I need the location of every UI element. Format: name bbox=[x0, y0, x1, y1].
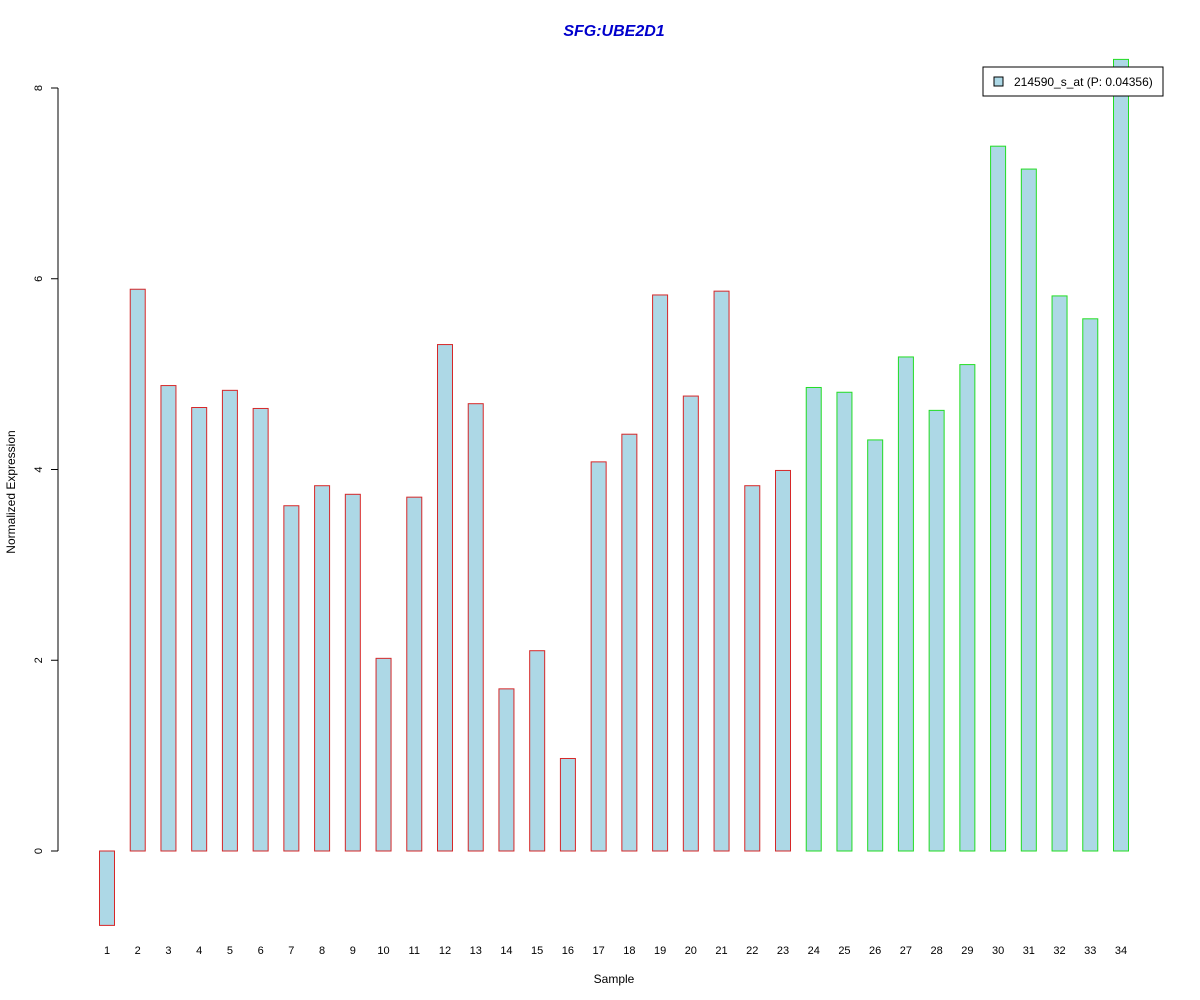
bar-sample-34 bbox=[1113, 58, 1129, 852]
x-tick-label: 11 bbox=[409, 945, 420, 957]
x-tick-label: 28 bbox=[931, 945, 943, 957]
x-tick-label: 33 bbox=[1084, 945, 1096, 957]
x-tick-label: 13 bbox=[470, 945, 482, 957]
bar-sample-31 bbox=[1020, 168, 1037, 852]
bar-sample-19 bbox=[652, 294, 669, 852]
x-axis-label: Sample bbox=[594, 972, 635, 986]
x-tick-label: 3 bbox=[165, 945, 171, 957]
bar-sample-10 bbox=[375, 657, 392, 852]
legend: 214590_s_at (P: 0.04356) bbox=[982, 66, 1164, 97]
x-tick-label: 15 bbox=[531, 945, 543, 957]
x-tick-labels: 1 2 3 4 5 6 7 8 9 10 11 12 13 14 15 16 17 18 19 20 21 22 23 24 2… bbox=[104, 945, 1127, 957]
bar-sample-25 bbox=[836, 391, 853, 852]
bar-sample-5 bbox=[221, 389, 238, 852]
y-tick-label: 8 bbox=[33, 85, 45, 91]
bar-sample-32 bbox=[1051, 295, 1068, 852]
bar-sample-30 bbox=[990, 145, 1007, 852]
x-tick-label: 1 bbox=[104, 945, 110, 957]
bar-sample-9 bbox=[344, 493, 361, 852]
bar-sample-1 bbox=[99, 850, 115, 926]
bar-sample-2 bbox=[129, 288, 146, 852]
y-axis-label: Normalized Expression bbox=[4, 430, 18, 553]
legend-swatch bbox=[993, 76, 1004, 87]
x-tick-label: 10 bbox=[377, 945, 389, 957]
x-tick-label: 29 bbox=[961, 945, 973, 957]
x-tick-label: 8 bbox=[319, 945, 325, 957]
chart-title: SFG:UBE2D1 bbox=[563, 23, 664, 40]
x-tick-label: 20 bbox=[685, 945, 697, 957]
bar-sample-4 bbox=[191, 407, 208, 852]
bars-group bbox=[99, 58, 1129, 926]
bar-sample-24 bbox=[805, 386, 822, 852]
x-tick-label: 17 bbox=[593, 945, 605, 957]
bar-sample-6 bbox=[252, 407, 269, 852]
x-tick-label: 25 bbox=[838, 945, 850, 957]
bar-sample-13 bbox=[467, 403, 484, 852]
bar-sample-27 bbox=[897, 356, 914, 852]
y-tick-label: 6 bbox=[33, 276, 45, 282]
bar-sample-7 bbox=[283, 505, 300, 852]
x-tick-label: 6 bbox=[258, 945, 264, 957]
bar-sample-12 bbox=[437, 344, 453, 852]
y-tick-label: 4 bbox=[33, 466, 45, 472]
x-tick-label: 4 bbox=[196, 945, 202, 957]
bar-sample-33 bbox=[1082, 318, 1099, 852]
legend-label: 214590_s_at (P: 0.04356) bbox=[1014, 75, 1153, 89]
x-tick-label: 5 bbox=[227, 945, 233, 957]
bar-sample-8 bbox=[314, 485, 331, 852]
x-tick-label: 22 bbox=[746, 945, 758, 957]
x-tick-label: 19 bbox=[654, 945, 666, 957]
x-tick-label: 23 bbox=[777, 945, 789, 957]
y-tick-label: 2 bbox=[33, 657, 45, 663]
x-tick-label: 27 bbox=[900, 945, 912, 957]
bar-sample-26 bbox=[867, 439, 884, 852]
bar-sample-11 bbox=[406, 496, 423, 852]
x-tick-label: 7 bbox=[288, 945, 294, 957]
bar-sample-17 bbox=[590, 461, 607, 852]
x-tick-label: 9 bbox=[350, 945, 356, 957]
bar-sample-29 bbox=[959, 364, 976, 852]
x-tick-label: 30 bbox=[992, 945, 1004, 957]
bar-sample-18 bbox=[621, 433, 638, 852]
bar-sample-15 bbox=[529, 650, 546, 852]
x-tick-label: 24 bbox=[808, 945, 820, 957]
x-tick-label: 16 bbox=[562, 945, 574, 957]
x-tick-label: 12 bbox=[439, 945, 451, 957]
bar-sample-23 bbox=[775, 469, 791, 852]
x-tick-label: 14 bbox=[500, 945, 512, 957]
x-tick-label: 18 bbox=[623, 945, 635, 957]
legend-box bbox=[982, 66, 1164, 97]
bar-sample-16 bbox=[559, 757, 576, 852]
x-tick-label: 2 bbox=[135, 945, 141, 957]
y-tick-label: 0 bbox=[33, 848, 45, 854]
x-tick-label: 21 bbox=[715, 945, 727, 957]
bar-sample-20 bbox=[682, 395, 699, 852]
bar-sample-3 bbox=[160, 385, 177, 852]
bar-sample-14 bbox=[498, 688, 515, 852]
x-tick-label: 31 bbox=[1023, 945, 1035, 957]
y-axis: 0 2 4 6 8 bbox=[33, 85, 59, 854]
bar-sample-21 bbox=[713, 290, 730, 852]
x-tick-label: 26 bbox=[869, 945, 881, 957]
x-tick-label: 34 bbox=[1115, 945, 1127, 957]
bar-sample-28 bbox=[928, 409, 945, 852]
bar-sample-22 bbox=[744, 485, 761, 852]
x-tick-label: 32 bbox=[1053, 945, 1065, 957]
